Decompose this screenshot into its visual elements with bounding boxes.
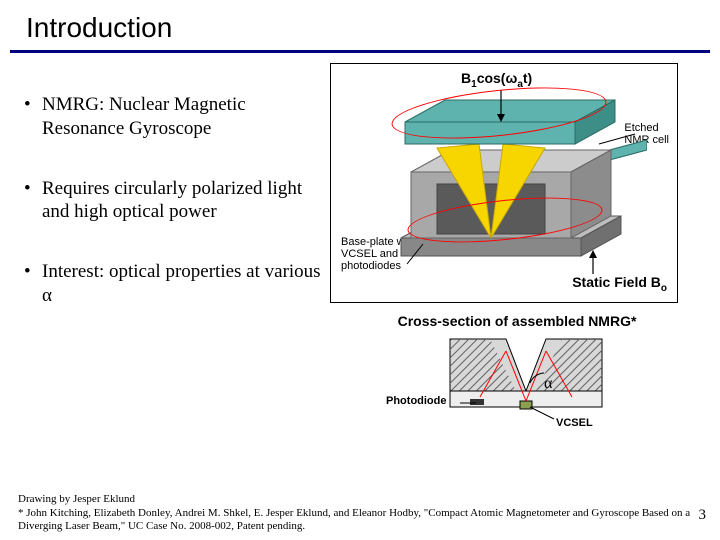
footer-line: Drawing by Jesper Eklund (18, 493, 704, 507)
bullet-dot: • (24, 93, 42, 141)
bullet-list: • NMRG: Nuclear Magnetic Resonance Gyros… (24, 63, 324, 429)
bullet-item: • Interest: optical properties at variou… (24, 260, 324, 308)
figure-column: B1cos(ωat) Static Field Bo EtchedNMR cel… (324, 63, 710, 429)
bullet-dot: • (24, 177, 42, 225)
bullet-text: Requires circularly polarized light and … (42, 177, 324, 225)
alpha-label: α (544, 375, 552, 393)
b1-label: B1cos(ωat) (461, 70, 532, 90)
page-number: 3 (699, 507, 707, 524)
bullet-text: Interest: optical properties at various … (42, 260, 324, 308)
content-area: • NMRG: Nuclear Magnetic Resonance Gyros… (0, 53, 720, 429)
cross-section-figure: Photodiode VCSEL α (330, 333, 678, 429)
cross-section-drawing (330, 333, 678, 429)
bullet-item: • Requires circularly polarized light an… (24, 177, 324, 225)
vcsel-label: VCSEL (556, 417, 593, 429)
footer-line: * John Kitching, Elizabeth Donley, Andre… (18, 507, 704, 535)
bullet-item: • NMRG: Nuclear Magnetic Resonance Gyros… (24, 93, 324, 141)
footer-citation: Drawing by Jesper Eklund * John Kitching… (18, 493, 704, 534)
slide-title: Introduction (0, 0, 720, 50)
bullet-text: NMRG: Nuclear Magnetic Resonance Gyrosco… (42, 93, 324, 141)
nmrg-figure: B1cos(ωat) Static Field Bo EtchedNMR cel… (330, 63, 678, 303)
bullet-dot: • (24, 260, 42, 308)
photodiode-label: Photodiode (386, 395, 447, 407)
cross-section-caption: Cross-section of assembled NMRG* (324, 313, 710, 329)
